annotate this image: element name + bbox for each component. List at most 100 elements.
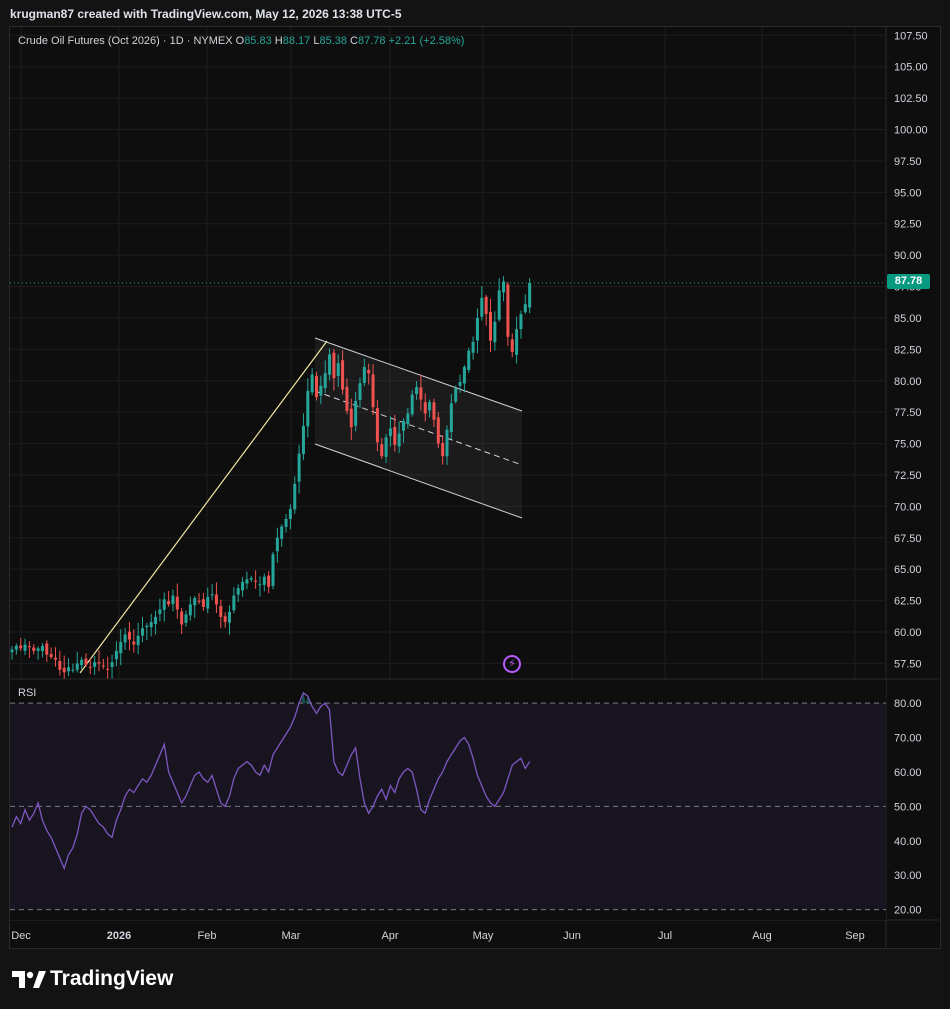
price-tick-label: 72.50 bbox=[894, 470, 922, 482]
candle bbox=[497, 290, 501, 320]
rsi-label[interactable]: RSI bbox=[18, 687, 37, 699]
chart-header: krugman87 created with TradingView.com, … bbox=[10, 7, 402, 21]
candle bbox=[319, 385, 323, 396]
symbol-name[interactable]: Crude Oil Futures (Oct 2026) · 1D · NYME… bbox=[18, 35, 233, 47]
candle bbox=[388, 428, 392, 437]
rsi-band bbox=[10, 703, 886, 910]
channel-median bbox=[314, 390, 523, 466]
candle bbox=[223, 616, 227, 622]
candle bbox=[67, 667, 71, 672]
candle bbox=[397, 433, 401, 447]
candle bbox=[123, 634, 127, 643]
candle bbox=[341, 360, 345, 390]
candle bbox=[188, 604, 192, 616]
price-tick-label: 57.50 bbox=[894, 658, 922, 670]
lightning-icon[interactable]: ⚡ bbox=[503, 655, 521, 673]
candle bbox=[119, 642, 123, 654]
candle bbox=[393, 427, 397, 445]
close-label: C bbox=[350, 35, 358, 47]
change-value: +2.21 (+2.58%) bbox=[388, 35, 465, 47]
candle bbox=[475, 317, 479, 341]
candlestick-series bbox=[10, 276, 532, 683]
time-tick-label: Aug bbox=[752, 930, 772, 942]
candle bbox=[354, 400, 358, 426]
candle bbox=[241, 581, 245, 591]
candle bbox=[14, 645, 18, 650]
tradingview-logo-icon bbox=[12, 971, 46, 988]
channel-fill bbox=[315, 338, 522, 518]
candle bbox=[214, 594, 218, 605]
candle bbox=[19, 645, 23, 649]
channel-upper bbox=[314, 337, 523, 412]
candle bbox=[171, 595, 175, 605]
candle bbox=[267, 575, 271, 587]
price-tick-label: 105.00 bbox=[894, 62, 928, 74]
candle bbox=[493, 321, 497, 343]
candle bbox=[371, 374, 375, 408]
price-tick-label: 70.00 bbox=[894, 501, 922, 513]
candle bbox=[432, 402, 436, 420]
candle bbox=[10, 649, 14, 653]
candle bbox=[332, 352, 336, 379]
candle bbox=[410, 394, 414, 415]
candle bbox=[210, 594, 214, 596]
candle bbox=[54, 657, 57, 660]
candle bbox=[201, 599, 205, 607]
candle bbox=[249, 578, 253, 580]
candle bbox=[306, 390, 310, 427]
rsi-pane: 80.00 70.00 60.00 50.00 40.00 30.00 20.00 bbox=[10, 678, 939, 920]
candle bbox=[519, 314, 523, 330]
candle bbox=[462, 366, 466, 384]
candle bbox=[467, 350, 471, 370]
price-tick-label: 107.50 bbox=[894, 30, 928, 42]
candle bbox=[167, 601, 171, 605]
tradingview-logo[interactable]: TradingView bbox=[12, 967, 173, 991]
time-tick-label: Jun bbox=[563, 930, 581, 942]
candle bbox=[301, 425, 305, 454]
chart-drawings bbox=[10, 282, 886, 674]
price-tick-label: 100.00 bbox=[894, 125, 928, 137]
candle bbox=[415, 387, 419, 395]
symbol-legend[interactable]: Crude Oil Futures (Oct 2026) · 1D · NYME… bbox=[18, 35, 464, 47]
candle bbox=[523, 304, 527, 313]
candle bbox=[114, 650, 118, 660]
candle bbox=[349, 408, 353, 428]
candle bbox=[219, 606, 223, 617]
candle bbox=[297, 453, 301, 482]
candle bbox=[271, 554, 275, 586]
rsi-background bbox=[10, 679, 886, 920]
candle bbox=[84, 658, 88, 665]
candle bbox=[136, 635, 140, 646]
candle bbox=[254, 580, 258, 582]
last-price-badge: 87.78 bbox=[887, 274, 930, 289]
candle bbox=[232, 595, 236, 611]
open-label: O bbox=[235, 35, 245, 47]
candle bbox=[449, 403, 453, 433]
candle bbox=[145, 625, 149, 628]
candle bbox=[362, 366, 366, 383]
candle bbox=[445, 429, 449, 457]
candle bbox=[454, 388, 458, 402]
candle bbox=[336, 363, 340, 377]
time-tick-label: Sep bbox=[845, 930, 865, 942]
candle bbox=[406, 413, 410, 425]
candle bbox=[436, 417, 440, 444]
close-value: 87.78 bbox=[358, 35, 386, 47]
candle bbox=[228, 611, 231, 623]
price-tick-label: 62.50 bbox=[894, 596, 922, 608]
candle bbox=[88, 666, 92, 668]
candle bbox=[127, 631, 131, 640]
candle bbox=[184, 614, 188, 623]
candle bbox=[101, 665, 105, 667]
price-tick-label: 97.50 bbox=[894, 156, 922, 168]
candle bbox=[441, 443, 445, 457]
candle bbox=[45, 643, 49, 655]
candle bbox=[197, 600, 201, 602]
candle bbox=[423, 402, 427, 414]
price-tick-label: 92.50 bbox=[894, 219, 922, 231]
time-tick-label: Apr bbox=[381, 930, 398, 942]
candle bbox=[528, 283, 532, 308]
time-tick-label: Dec bbox=[11, 930, 31, 942]
candle bbox=[489, 311, 492, 341]
